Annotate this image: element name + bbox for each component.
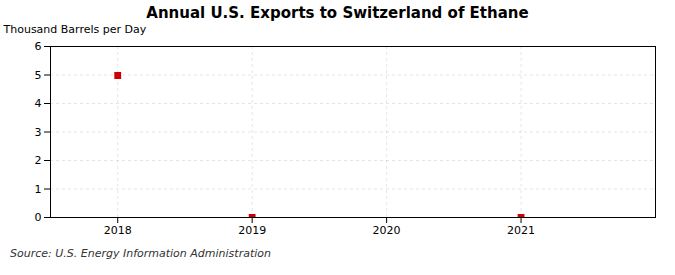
- svg-text:2020: 2020: [373, 224, 401, 237]
- svg-text:2021: 2021: [507, 224, 535, 237]
- svg-text:5: 5: [35, 69, 42, 82]
- html-text:Source: U.S. Energy Informatio: Source: U.S. Energy Information Administ…: [10, 247, 271, 260]
- svg-text:0: 0: [35, 211, 42, 224]
- svg-text:2019: 2019: [238, 224, 266, 237]
- svg-text:6: 6: [35, 40, 42, 53]
- svg-text:2: 2: [35, 154, 42, 167]
- svg-text:4: 4: [35, 97, 42, 110]
- svg-text:1: 1: [35, 183, 42, 196]
- svg-text:Thousand Barrels per Day: Thousand Barrels per Day: [3, 23, 147, 36]
- html-text:Annual U.S. Exports to Switzer: Annual U.S. Exports to Switzerland of Et…: [146, 4, 529, 22]
- svg-text:2018: 2018: [104, 224, 132, 237]
- svg-text:3: 3: [35, 126, 42, 139]
